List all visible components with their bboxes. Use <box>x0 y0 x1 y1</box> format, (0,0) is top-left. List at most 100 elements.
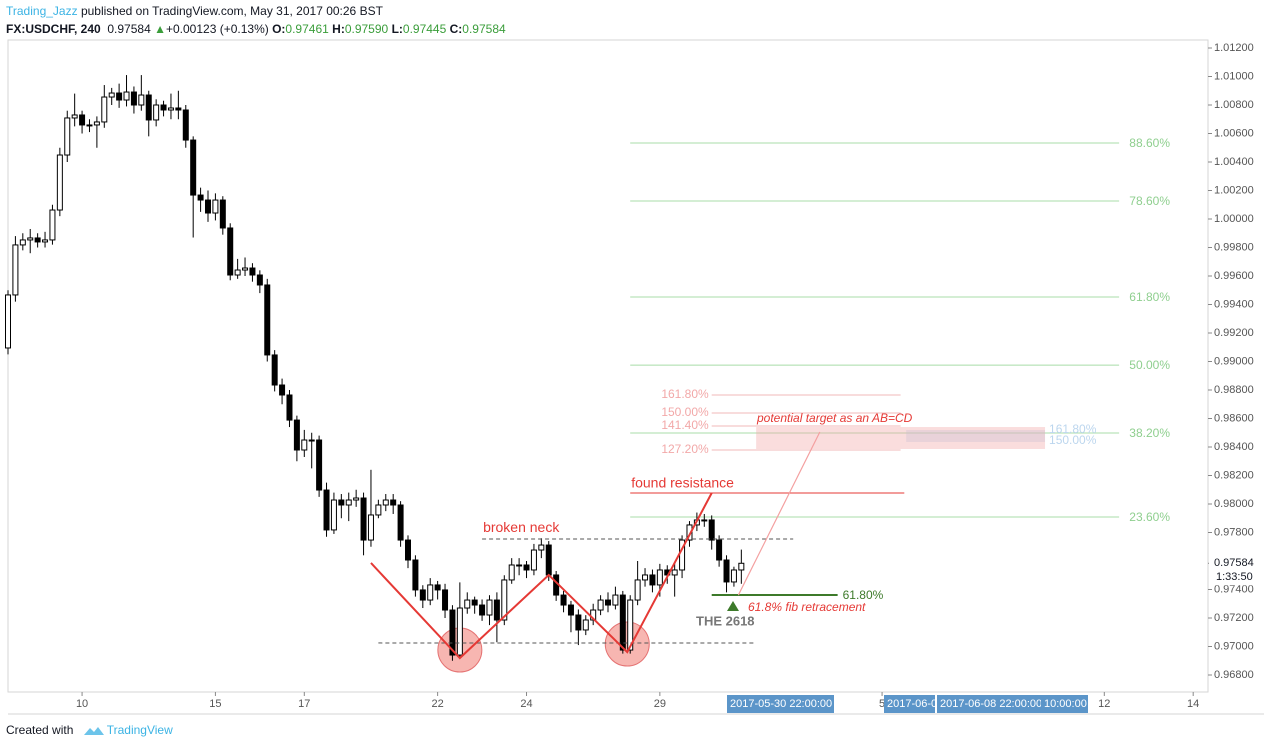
candle-body <box>412 559 419 591</box>
candle-body <box>486 599 493 616</box>
candle-body <box>234 269 241 276</box>
candle-body <box>242 267 249 271</box>
candle-body <box>530 549 537 571</box>
candle-body <box>656 569 663 586</box>
crosshair-label-bg <box>937 695 1041 713</box>
candle-body <box>197 194 204 201</box>
author[interactable]: Trading_Jazz <box>6 4 78 18</box>
candle-body <box>538 544 545 551</box>
candle-body <box>86 124 93 127</box>
candle-body <box>382 499 389 506</box>
pattern-line <box>370 492 713 660</box>
y-tick-label: 0.97200 <box>1214 612 1254 624</box>
crosshair-label-bg <box>884 695 935 713</box>
candle-body <box>701 519 708 522</box>
candle-body <box>427 584 434 601</box>
x-tick-label: 14 <box>1187 698 1199 710</box>
y-tick-label: 0.99200 <box>1214 327 1254 339</box>
candle-body <box>286 394 293 421</box>
candle-body <box>160 104 167 111</box>
candle-body <box>523 564 530 571</box>
candle-body <box>627 599 634 651</box>
candle-body <box>293 419 300 451</box>
abcd-label: 150.00% <box>661 405 709 419</box>
x-tick-label: 12 <box>1098 698 1110 710</box>
retracement-marker <box>727 601 739 611</box>
candle-body <box>219 199 226 229</box>
y-tick-label: 0.97000 <box>1214 640 1254 652</box>
candle-body <box>101 96 108 123</box>
candle-body <box>479 604 486 616</box>
candle-body <box>619 594 626 651</box>
candle-body <box>34 237 41 243</box>
candle-body <box>19 239 26 246</box>
y-tick-label: 0.96800 <box>1214 669 1254 681</box>
published: published on TradingView.com, May 31, 20… <box>80 4 383 18</box>
candle-body <box>442 589 449 611</box>
y-tick-label: 0.99600 <box>1214 270 1254 282</box>
close-label: C: <box>449 22 463 36</box>
y-tick-label: 1.01200 <box>1214 42 1254 54</box>
candle-body <box>375 504 382 516</box>
close: 0.97584 <box>462 22 506 36</box>
candle-body <box>153 104 160 121</box>
annotation-line-label: 61.80% <box>843 588 884 602</box>
candle-body <box>130 91 137 106</box>
candle-body <box>12 244 19 296</box>
abcd-label: 141.40% <box>661 418 709 432</box>
target-label: 161.80% <box>1049 422 1097 436</box>
high-label: H: <box>332 22 345 36</box>
last-price-label: 0.97584 <box>1214 557 1254 569</box>
candle-body <box>723 559 730 583</box>
candle-body <box>256 274 263 286</box>
candle-body <box>567 604 574 616</box>
candle-body <box>182 109 189 141</box>
brand[interactable]: TradingView <box>106 723 173 737</box>
candle-body <box>545 544 552 576</box>
candle-body <box>5 294 11 349</box>
target-zone <box>756 427 1046 449</box>
candle-body <box>205 199 211 214</box>
y-tick-label: 1.00800 <box>1214 99 1254 111</box>
projection-arrow <box>737 431 821 596</box>
y-tick-label: 1.00600 <box>1214 127 1254 139</box>
x-tick-label: 15 <box>209 698 221 710</box>
y-tick-label: 1.00400 <box>1214 156 1254 168</box>
quote-bar: FX:USDCHF, 240 0.97584 ▲+0.00123 (+0.13%… <box>6 22 506 36</box>
candle-body <box>642 574 649 581</box>
candle-body <box>301 439 308 451</box>
abcd-label: 161.80% <box>661 387 709 401</box>
candle-body <box>323 489 330 531</box>
y-tick-label: 0.97400 <box>1214 583 1254 595</box>
open: 0.97461 <box>285 22 329 36</box>
candle-body <box>108 92 115 98</box>
candle-body <box>279 384 286 396</box>
candle-body <box>612 594 619 606</box>
candle-body <box>116 92 123 101</box>
fib-label: 88.60% <box>1129 136 1170 150</box>
annotation-line-label: broken neck <box>483 519 560 535</box>
candle-body <box>464 599 471 609</box>
candle-body <box>271 354 278 386</box>
candle-body <box>316 439 323 491</box>
retracement-note: 61.8% fib retracement <box>748 600 866 614</box>
candle-body <box>597 599 604 611</box>
candle-body <box>605 599 611 606</box>
candle-body <box>405 539 411 561</box>
pattern-name: THE 2618 <box>696 613 755 628</box>
y-tick-label: 0.98000 <box>1214 498 1254 510</box>
candle-body <box>671 569 678 576</box>
candle-body <box>738 562 745 571</box>
candle-body <box>397 504 404 541</box>
candle-body <box>449 609 456 656</box>
candle-body <box>575 614 582 631</box>
x-tick-label: 10 <box>76 698 88 710</box>
candle-body <box>27 237 34 241</box>
candle-body <box>167 107 174 111</box>
candle-body <box>508 564 515 581</box>
candle-body <box>175 107 182 111</box>
x-tick-label: 29 <box>654 698 666 710</box>
header: Trading_Jazz published on TradingView.co… <box>6 4 383 18</box>
candle-body <box>227 227 234 276</box>
candle-body <box>501 579 508 621</box>
